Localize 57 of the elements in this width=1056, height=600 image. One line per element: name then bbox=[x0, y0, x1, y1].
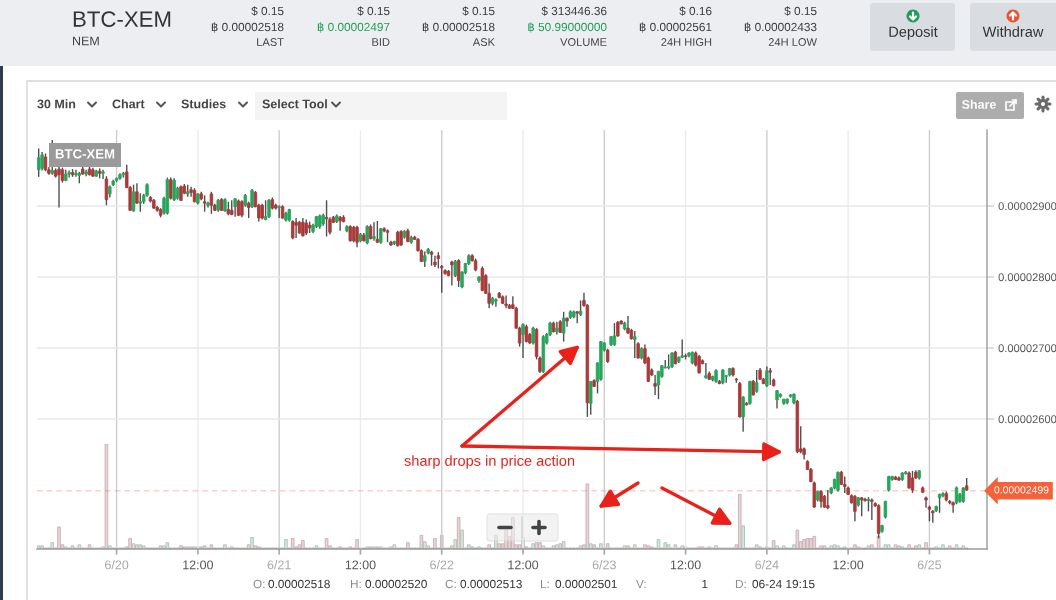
x-tick-label: 12:00 bbox=[833, 560, 864, 570]
x-tick-label: 6/20 bbox=[105, 560, 129, 570]
text: $ 0.15 bbox=[357, 6, 390, 16]
annotation: sharp drops in price action bbox=[404, 455, 575, 469]
text: D: bbox=[735, 579, 746, 589]
text: $ 313446.36 bbox=[541, 6, 607, 16]
text: L: bbox=[540, 579, 549, 589]
text: LAST bbox=[257, 38, 284, 46]
y-tick-label: 0.00002600 bbox=[998, 415, 1056, 424]
text: O: bbox=[253, 579, 265, 589]
x-tick-label: 6/22 bbox=[430, 560, 454, 570]
x-tick-label: 12:00 bbox=[183, 560, 214, 570]
text: Studies bbox=[181, 99, 226, 109]
y-tick-label: 0.00002700 bbox=[998, 344, 1056, 353]
text: $ 0.15 bbox=[462, 6, 495, 16]
text: ฿ 0.00002433 bbox=[744, 21, 817, 33]
chart-title: BTC-XEM bbox=[73, 11, 171, 27]
text: ฿ 0.00002497 bbox=[317, 21, 390, 33]
x-tick-label: 6/24 bbox=[755, 560, 779, 570]
text: ฿ 0.00002518 bbox=[422, 21, 495, 33]
text: 0.00002513 bbox=[460, 579, 522, 589]
text: Share bbox=[961, 99, 996, 109]
text: $ 0.16 bbox=[679, 6, 712, 16]
x-tick-label: 12:00 bbox=[508, 560, 539, 570]
x-tick-label: 6/21 bbox=[267, 560, 291, 570]
text: 0.00002520 bbox=[365, 579, 427, 589]
x-tick-label: 12:00 bbox=[670, 560, 701, 570]
annotation: BTC-XEM bbox=[55, 149, 115, 159]
text: 30 Min bbox=[37, 99, 76, 109]
ref-line-label: 0.00002499 bbox=[994, 486, 1049, 494]
text: H: bbox=[350, 579, 361, 589]
text: 24H LOW bbox=[768, 38, 817, 46]
x-tick-label: 6/23 bbox=[592, 560, 616, 570]
text: VOLUME bbox=[560, 38, 607, 46]
text: Deposit bbox=[889, 26, 938, 40]
text: V: bbox=[636, 579, 646, 589]
text: 1 bbox=[702, 579, 708, 589]
text: $ 0.15 bbox=[251, 6, 284, 16]
text: Withdraw bbox=[982, 26, 1044, 37]
y-tick-label: 0.00002900 bbox=[998, 202, 1056, 211]
y-tick-label: 0.00002800 bbox=[998, 273, 1056, 282]
text: BID bbox=[372, 38, 390, 46]
x-tick-label: 12:00 bbox=[345, 560, 376, 570]
text: Chart bbox=[112, 99, 145, 109]
text: 0.00002501 bbox=[555, 579, 617, 589]
text: ASK bbox=[472, 38, 495, 46]
text: Select Tool bbox=[262, 99, 327, 109]
x-tick-label: 6/25 bbox=[917, 560, 942, 570]
text: ฿ 50.99000000 bbox=[528, 21, 607, 33]
text: C: bbox=[445, 579, 456, 589]
chart-subtitle: NEM bbox=[73, 36, 99, 46]
text: $ 0.15 bbox=[784, 6, 817, 16]
text: 24H HIGH bbox=[661, 38, 712, 46]
text: ฿ 0.00002561 bbox=[639, 21, 712, 33]
text: 06-24 19:15 bbox=[752, 579, 815, 589]
text: 0.00002518 bbox=[268, 579, 330, 589]
text: ฿ 0.00002518 bbox=[211, 21, 284, 33]
